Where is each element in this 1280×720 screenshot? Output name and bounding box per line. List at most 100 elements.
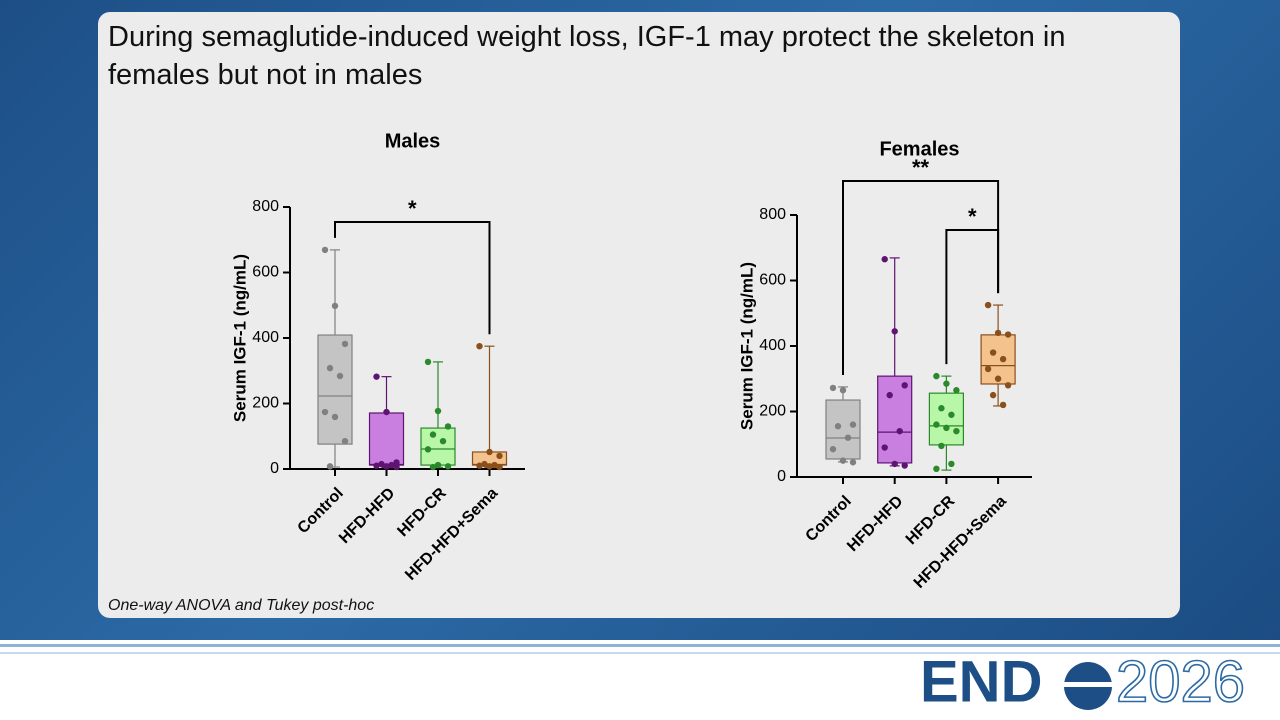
box — [928, 392, 965, 446]
data-point — [383, 463, 390, 470]
data-point — [321, 246, 329, 254]
logo: END 2026 — [920, 649, 1246, 716]
x-tick-label: HFD-HFD+Sema — [911, 493, 1010, 592]
data-point — [1004, 382, 1012, 389]
data-point — [943, 380, 950, 387]
data-point — [999, 355, 1007, 363]
data-point — [891, 328, 898, 335]
data-point — [444, 423, 452, 430]
y-tick-label: 400 — [759, 337, 786, 354]
data-point — [331, 413, 339, 421]
x-tick-label: HFD-HFD+Sema — [402, 485, 501, 584]
y-tick-label: 800 — [759, 206, 786, 223]
data-point — [326, 364, 334, 372]
data-point — [891, 460, 898, 468]
data-point — [393, 463, 400, 471]
x-tick-label: HFD-HFD — [844, 493, 906, 555]
data-point — [849, 459, 857, 466]
data-point — [476, 462, 483, 469]
data-point — [424, 358, 432, 366]
data-point — [434, 407, 442, 415]
content-panel — [98, 12, 1180, 618]
data-point — [933, 421, 940, 428]
data-point — [388, 461, 395, 469]
chart-title: Females — [879, 138, 959, 160]
data-point — [429, 463, 437, 471]
data-point — [994, 375, 1002, 382]
data-point — [834, 423, 842, 430]
data-point — [933, 465, 940, 473]
significance-label: ** — [912, 155, 930, 180]
data-point — [496, 452, 503, 460]
y-tick-label: 600 — [759, 272, 786, 289]
data-point — [491, 461, 498, 469]
data-point — [984, 365, 992, 373]
data-point — [953, 427, 960, 435]
data-point — [481, 460, 488, 468]
data-point — [989, 391, 997, 399]
data-point — [886, 391, 893, 399]
data-point — [881, 256, 888, 263]
data-point — [341, 340, 349, 348]
data-point — [984, 301, 992, 309]
data-point — [434, 461, 442, 469]
data-point — [393, 459, 400, 466]
data-point — [326, 463, 334, 470]
x-tick-label: Control — [295, 485, 347, 537]
data-point — [429, 431, 437, 438]
data-point — [829, 445, 837, 453]
data-point — [331, 302, 339, 310]
data-point — [849, 421, 857, 428]
logo-year: 2026 — [1116, 649, 1245, 714]
data-point — [1004, 331, 1012, 338]
significance-label: * — [408, 196, 417, 221]
data-point — [486, 448, 493, 456]
data-point — [476, 342, 483, 350]
data-point — [938, 442, 945, 450]
y-tick-label: 400 — [252, 329, 279, 346]
data-point — [943, 424, 950, 432]
slide-title: During semaglutide-induced weight loss, … — [108, 21, 1066, 91]
data-point — [881, 444, 888, 451]
data-point — [341, 437, 349, 445]
data-point — [829, 384, 837, 392]
chart-title: Males — [385, 130, 441, 152]
data-point — [444, 463, 452, 470]
x-tick-label: Control — [803, 493, 855, 545]
data-point — [424, 446, 432, 453]
data-point — [999, 401, 1007, 409]
data-point — [321, 408, 329, 416]
data-point — [953, 387, 960, 394]
data-point — [839, 457, 847, 464]
data-point — [496, 463, 503, 471]
x-tick-label: HFD-HFD — [336, 485, 398, 547]
significance-label: * — [968, 204, 977, 229]
data-point — [901, 462, 908, 469]
logo-stripe — [1062, 682, 1114, 687]
y-axis-label: Serum IGF-1 (ng/mL) — [230, 254, 249, 422]
data-point — [378, 460, 385, 468]
y-axis-label: Serum IGF-1 (ng/mL) — [737, 262, 756, 430]
data-point — [383, 408, 390, 416]
box — [317, 334, 353, 445]
data-point — [844, 434, 852, 441]
data-point — [373, 462, 380, 469]
y-tick-label: 600 — [252, 264, 279, 281]
data-point — [948, 460, 955, 468]
data-point — [994, 329, 1002, 337]
data-point — [336, 372, 344, 380]
data-point — [486, 463, 493, 470]
data-point — [373, 373, 380, 380]
footnote: One-way ANOVA and Tukey post-hoc — [108, 597, 375, 614]
significance-bracket — [945, 229, 1000, 365]
box — [368, 412, 405, 466]
data-point — [948, 411, 955, 418]
y-tick-label: 0 — [270, 460, 279, 477]
y-tick-label: 200 — [759, 403, 786, 420]
y-tick-label: 0 — [777, 468, 786, 485]
box — [420, 427, 456, 466]
data-point — [938, 405, 945, 412]
data-point — [839, 387, 847, 394]
